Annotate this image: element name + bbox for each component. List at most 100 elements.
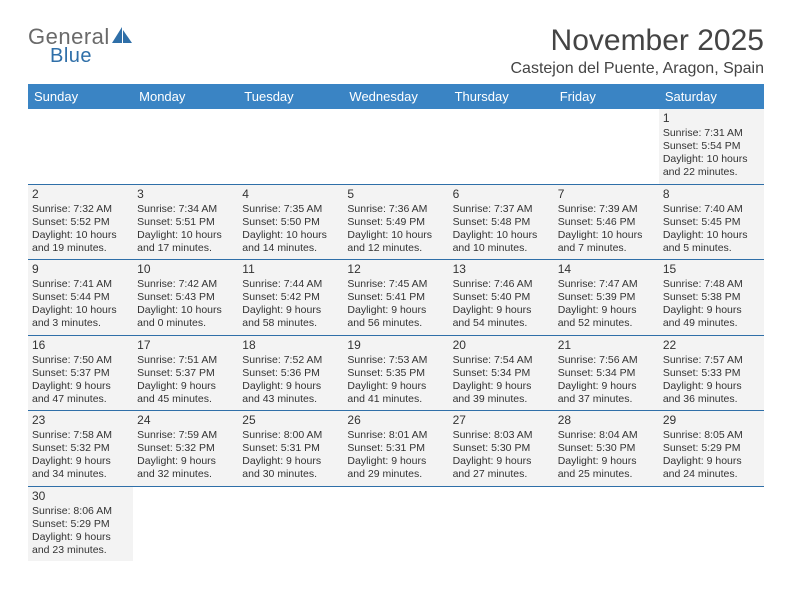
day-dl1: Daylight: 9 hours <box>453 304 550 317</box>
day-sunrise: Sunrise: 7:59 AM <box>137 429 234 442</box>
day-sunrise: Sunrise: 7:40 AM <box>663 203 760 216</box>
day-header-saturday: Saturday <box>659 84 764 109</box>
day-dl1: Daylight: 9 hours <box>663 455 760 468</box>
day-dl2: and 3 minutes. <box>32 317 129 330</box>
day-dl2: and 17 minutes. <box>137 242 234 255</box>
day-sunrise: Sunrise: 8:03 AM <box>453 429 550 442</box>
day-sunset: Sunset: 5:29 PM <box>663 442 760 455</box>
day-sunset: Sunset: 5:48 PM <box>453 216 550 229</box>
empty-cell <box>133 487 238 562</box>
day-dl2: and 58 minutes. <box>242 317 339 330</box>
day-dl1: Daylight: 9 hours <box>558 455 655 468</box>
day-number: 18 <box>242 338 339 353</box>
day-sunset: Sunset: 5:34 PM <box>453 367 550 380</box>
day-cell: 13Sunrise: 7:46 AMSunset: 5:40 PMDayligh… <box>449 260 554 335</box>
day-sunrise: Sunrise: 7:47 AM <box>558 278 655 291</box>
day-sunset: Sunset: 5:34 PM <box>558 367 655 380</box>
empty-cell <box>238 109 343 184</box>
day-number: 30 <box>32 489 129 504</box>
day-sunset: Sunset: 5:32 PM <box>137 442 234 455</box>
day-number: 3 <box>137 187 234 202</box>
empty-cell <box>28 109 133 184</box>
day-sunrise: Sunrise: 7:32 AM <box>32 203 129 216</box>
day-dl1: Daylight: 9 hours <box>32 531 129 544</box>
day-dl2: and 19 minutes. <box>32 242 129 255</box>
day-cell: 19Sunrise: 7:53 AMSunset: 5:35 PMDayligh… <box>343 336 448 411</box>
day-cell: 7Sunrise: 7:39 AMSunset: 5:46 PMDaylight… <box>554 185 659 260</box>
day-cell: 25Sunrise: 8:00 AMSunset: 5:31 PMDayligh… <box>238 411 343 486</box>
day-dl2: and 41 minutes. <box>347 393 444 406</box>
day-dl1: Daylight: 10 hours <box>32 304 129 317</box>
day-cell: 20Sunrise: 7:54 AMSunset: 5:34 PMDayligh… <box>449 336 554 411</box>
day-number: 26 <box>347 413 444 428</box>
day-sunset: Sunset: 5:45 PM <box>663 216 760 229</box>
day-dl1: Daylight: 10 hours <box>32 229 129 242</box>
day-cell: 22Sunrise: 7:57 AMSunset: 5:33 PMDayligh… <box>659 336 764 411</box>
day-sunrise: Sunrise: 7:54 AM <box>453 354 550 367</box>
day-dl2: and 32 minutes. <box>137 468 234 481</box>
day-sunset: Sunset: 5:39 PM <box>558 291 655 304</box>
logo: General Blue <box>28 24 134 74</box>
empty-cell <box>343 487 448 562</box>
day-dl2: and 5 minutes. <box>663 242 760 255</box>
day-dl2: and 43 minutes. <box>242 393 339 406</box>
day-sunset: Sunset: 5:31 PM <box>347 442 444 455</box>
week-row: 9Sunrise: 7:41 AMSunset: 5:44 PMDaylight… <box>28 260 764 336</box>
day-sunset: Sunset: 5:52 PM <box>32 216 129 229</box>
day-number: 7 <box>558 187 655 202</box>
empty-cell <box>554 487 659 562</box>
day-sunset: Sunset: 5:41 PM <box>347 291 444 304</box>
day-cell: 24Sunrise: 7:59 AMSunset: 5:32 PMDayligh… <box>133 411 238 486</box>
day-cell: 28Sunrise: 8:04 AMSunset: 5:30 PMDayligh… <box>554 411 659 486</box>
day-header-thursday: Thursday <box>449 84 554 109</box>
day-dl2: and 36 minutes. <box>663 393 760 406</box>
day-number: 6 <box>453 187 550 202</box>
day-sunrise: Sunrise: 7:35 AM <box>242 203 339 216</box>
day-dl1: Daylight: 10 hours <box>137 229 234 242</box>
day-sunrise: Sunrise: 7:58 AM <box>32 429 129 442</box>
day-header-row: SundayMondayTuesdayWednesdayThursdayFrid… <box>28 84 764 109</box>
logo-text: General Blue <box>28 24 134 74</box>
day-sunset: Sunset: 5:36 PM <box>242 367 339 380</box>
empty-cell <box>133 109 238 184</box>
day-dl2: and 25 minutes. <box>558 468 655 481</box>
day-number: 14 <box>558 262 655 277</box>
day-dl2: and 29 minutes. <box>347 468 444 481</box>
day-dl1: Daylight: 9 hours <box>32 455 129 468</box>
day-sunset: Sunset: 5:54 PM <box>663 140 760 153</box>
day-sunrise: Sunrise: 8:05 AM <box>663 429 760 442</box>
week-row: 16Sunrise: 7:50 AMSunset: 5:37 PMDayligh… <box>28 336 764 412</box>
empty-cell <box>238 487 343 562</box>
day-sunrise: Sunrise: 7:34 AM <box>137 203 234 216</box>
day-dl2: and 37 minutes. <box>558 393 655 406</box>
day-cell: 12Sunrise: 7:45 AMSunset: 5:41 PMDayligh… <box>343 260 448 335</box>
day-sunrise: Sunrise: 8:04 AM <box>558 429 655 442</box>
calendar: SundayMondayTuesdayWednesdayThursdayFrid… <box>28 84 764 561</box>
location: Castejon del Puente, Aragon, Spain <box>510 60 764 78</box>
day-cell: 6Sunrise: 7:37 AMSunset: 5:48 PMDaylight… <box>449 185 554 260</box>
day-dl2: and 52 minutes. <box>558 317 655 330</box>
day-number: 20 <box>453 338 550 353</box>
day-dl1: Daylight: 10 hours <box>663 153 760 166</box>
day-cell: 29Sunrise: 8:05 AMSunset: 5:29 PMDayligh… <box>659 411 764 486</box>
day-sunset: Sunset: 5:43 PM <box>137 291 234 304</box>
day-number: 11 <box>242 262 339 277</box>
day-cell: 27Sunrise: 8:03 AMSunset: 5:30 PMDayligh… <box>449 411 554 486</box>
day-dl1: Daylight: 9 hours <box>242 380 339 393</box>
month-title: November 2025 <box>510 24 764 58</box>
day-dl1: Daylight: 10 hours <box>663 229 760 242</box>
day-dl2: and 54 minutes. <box>453 317 550 330</box>
day-sunset: Sunset: 5:50 PM <box>242 216 339 229</box>
day-sunrise: Sunrise: 7:42 AM <box>137 278 234 291</box>
day-number: 19 <box>347 338 444 353</box>
day-sunset: Sunset: 5:29 PM <box>32 518 129 531</box>
day-number: 28 <box>558 413 655 428</box>
day-cell: 26Sunrise: 8:01 AMSunset: 5:31 PMDayligh… <box>343 411 448 486</box>
day-number: 10 <box>137 262 234 277</box>
day-cell: 11Sunrise: 7:44 AMSunset: 5:42 PMDayligh… <box>238 260 343 335</box>
day-sunrise: Sunrise: 8:01 AM <box>347 429 444 442</box>
day-sunset: Sunset: 5:51 PM <box>137 216 234 229</box>
day-dl2: and 30 minutes. <box>242 468 339 481</box>
day-dl1: Daylight: 10 hours <box>558 229 655 242</box>
day-sunset: Sunset: 5:30 PM <box>453 442 550 455</box>
